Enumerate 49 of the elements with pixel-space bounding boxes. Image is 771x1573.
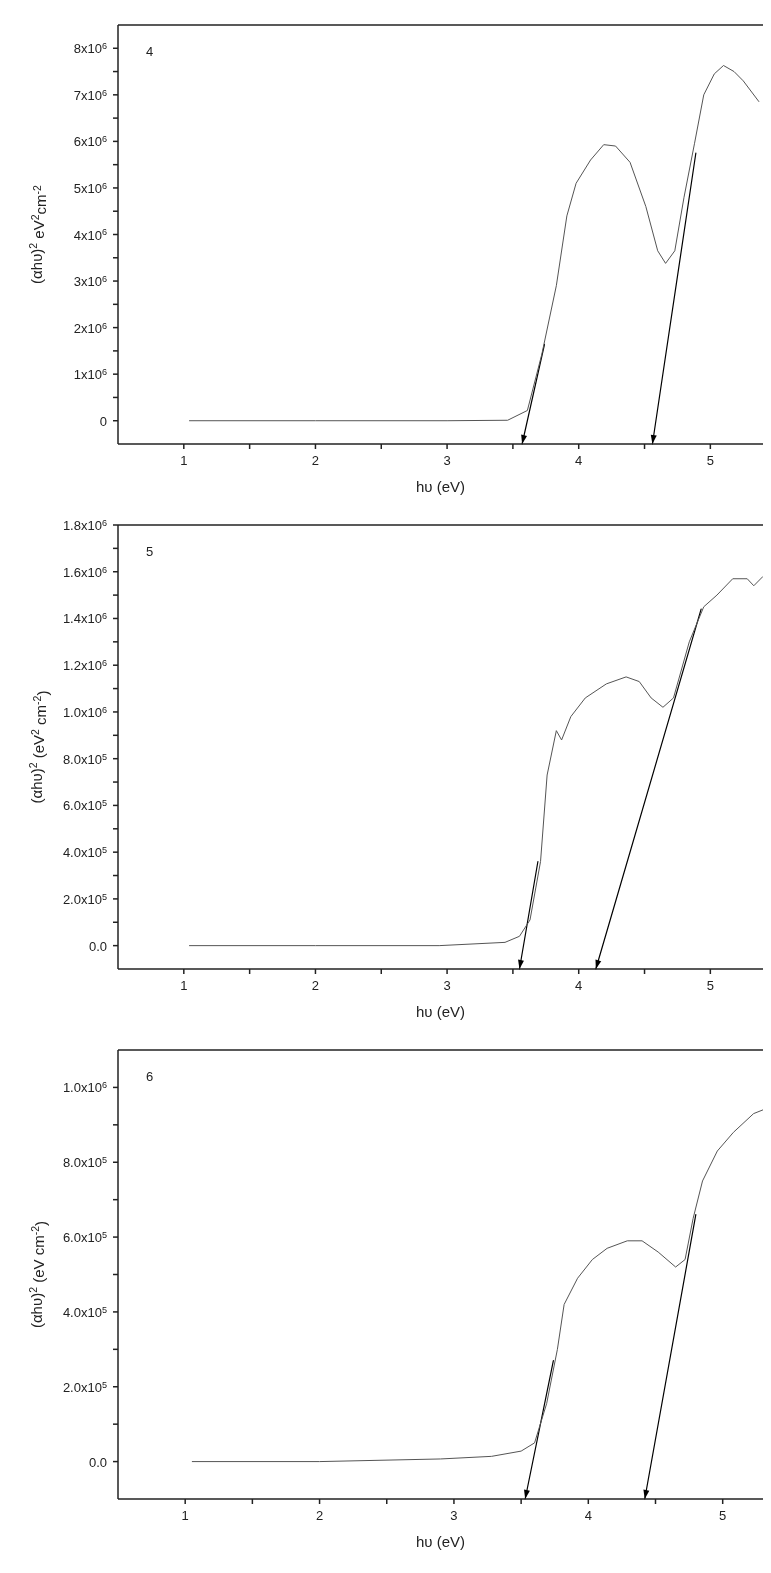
y-tick-label: 0.0 xyxy=(88,938,107,954)
y-tick-label: 0.0 xyxy=(88,1454,107,1470)
x-axis-title: hυ (eV) xyxy=(415,1533,466,1550)
line-series xyxy=(188,575,763,947)
y-tick-label: 7x10$^{6}$ xyxy=(73,87,107,103)
y-tick-label: 4x10$^{6}$ xyxy=(73,227,107,243)
y-tick-label: 1.6x10$^{6}$ xyxy=(62,564,107,580)
x-tick-label: 5 xyxy=(706,453,714,468)
annotation: 4 xyxy=(146,44,154,59)
y-tick-label: 0 xyxy=(99,413,107,429)
y-tick-label: 1.0x10$^{6}$ xyxy=(62,1080,107,1096)
x-axis-title: hυ (eV) xyxy=(415,1003,466,1020)
x-tick-label: 3 xyxy=(443,978,451,993)
y-tick-label: 2.0x10$^{5}$ xyxy=(62,1379,107,1395)
annotation: 6 xyxy=(146,1069,154,1084)
x-tick-label: 2 xyxy=(315,1508,324,1523)
y-tick-label: 6x10$^{6}$ xyxy=(73,134,107,150)
x-tick-label: 4 xyxy=(575,453,583,468)
y-tick-label: 2.0x10$^{5}$ xyxy=(62,891,107,907)
x-tick-label: 2 xyxy=(311,978,320,993)
x-axis-title: hυ (eV) xyxy=(415,478,466,495)
y-tick-label: 4.0x10$^{5}$ xyxy=(62,1304,107,1320)
x-tick-label: 3 xyxy=(450,1508,458,1523)
y-tick-label: 3x10$^{6}$ xyxy=(73,273,107,290)
x-tick-label: 4 xyxy=(575,978,583,993)
x-tick-label: 1 xyxy=(181,1508,189,1523)
y-tick-label: 8.0x10$^{5}$ xyxy=(62,1155,107,1171)
x-tick-label: 2 xyxy=(311,453,320,468)
y-tick-label: 2x10$^{6}$ xyxy=(73,320,107,336)
y-tick-label: 1.8x10$^{6}$ xyxy=(62,517,107,533)
y-tick-label: 6.0x10$^{5}$ xyxy=(62,1229,107,1246)
y-tick-label: 1.4x10$^{6}$ xyxy=(62,611,107,627)
x-tick-label: 5 xyxy=(719,1508,727,1523)
y-tick-label: 4.0x10$^{5}$ xyxy=(62,845,107,861)
y-tick-label: 1.2x10$^{6}$ xyxy=(62,658,107,674)
x-tick-label: 3 xyxy=(443,453,451,468)
x-tick-label: 1 xyxy=(180,978,188,993)
x-tick-label: 1 xyxy=(180,453,188,468)
annotation: 5 xyxy=(146,544,154,559)
y-tick-label: 1.0x10$^{6}$ xyxy=(62,704,107,720)
y-tick-label: 8x10$^{6}$ xyxy=(73,41,107,57)
x-tick-label: 5 xyxy=(706,978,714,993)
y-tick-label: 8.0x10$^{5}$ xyxy=(62,751,107,767)
x-tick-label: 4 xyxy=(584,1508,592,1523)
line-series xyxy=(191,1109,763,1463)
y-tick-label: 1x10$^{6}$ xyxy=(73,367,107,383)
y-tick-label: 6.0x10$^{5}$ xyxy=(62,798,107,814)
y-tick-label: 5x10$^{6}$ xyxy=(73,180,107,196)
line-series xyxy=(188,65,760,422)
